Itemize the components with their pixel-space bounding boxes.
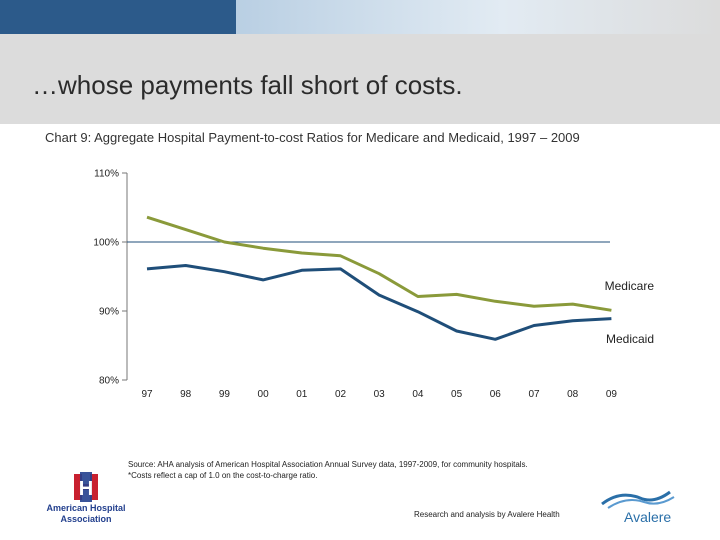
series-line-medicare (146, 215, 612, 312)
x-tick-label: 98 (180, 389, 192, 400)
logo-letter: H (79, 478, 93, 500)
credit-text: Research and analysis by Avalere Health (414, 510, 560, 519)
x-tick-label: 06 (490, 389, 502, 400)
x-tick-label: 01 (296, 389, 308, 400)
avalere-logo: Avalere (592, 488, 684, 528)
x-tick-label: 07 (528, 389, 540, 400)
series-line-medicaid (146, 264, 612, 341)
y-tick-label: 80% (99, 376, 119, 387)
hospital-cross-icon: H (74, 472, 98, 502)
x-tick-label: 02 (335, 389, 347, 400)
aha-logo: H American Hospital Association (40, 472, 132, 524)
x-tick-label: 03 (374, 389, 386, 400)
source-note-costs: *Costs reflect a cap of 1.0 on the cost-… (128, 471, 318, 480)
avalere-wordmark: Avalere (624, 509, 672, 525)
y-axis-ticks: 110% 100% 90% 80% (93, 169, 127, 387)
x-tick-label: 04 (412, 389, 424, 400)
top-banner-accent (0, 0, 236, 34)
series-label-medicaid: Medicaid (606, 332, 654, 346)
title-band (0, 34, 720, 124)
y-tick-label: 100% (93, 238, 119, 249)
x-axis-ticks: 97 98 99 00 01 02 03 04 05 06 07 08 09 (141, 389, 617, 400)
x-tick-label: 00 (258, 389, 270, 400)
x-tick-label: 08 (567, 389, 579, 400)
aha-name-line2: Association (60, 514, 112, 524)
aha-name-line1: American Hospital (46, 503, 126, 513)
source-note-line: Source: AHA analysis of American Hospita… (128, 460, 528, 469)
series-group (146, 215, 612, 341)
y-tick-label: 90% (99, 307, 119, 318)
series-label-medicare: Medicare (605, 279, 655, 293)
source-note: Source: AHA analysis of American Hospita… (128, 459, 568, 481)
slide-title: …whose payments fall short of costs. (32, 70, 463, 100)
wave-icon (601, 490, 675, 509)
x-tick-label: 05 (451, 389, 463, 400)
x-tick-label: 97 (141, 389, 153, 400)
x-tick-label: 09 (606, 389, 618, 400)
y-tick-label: 110% (94, 169, 119, 180)
top-banner-gradient (236, 0, 720, 34)
chart-title: Chart 9: Aggregate Hospital Payment-to-c… (45, 130, 580, 145)
x-tick-label: 99 (219, 389, 231, 400)
